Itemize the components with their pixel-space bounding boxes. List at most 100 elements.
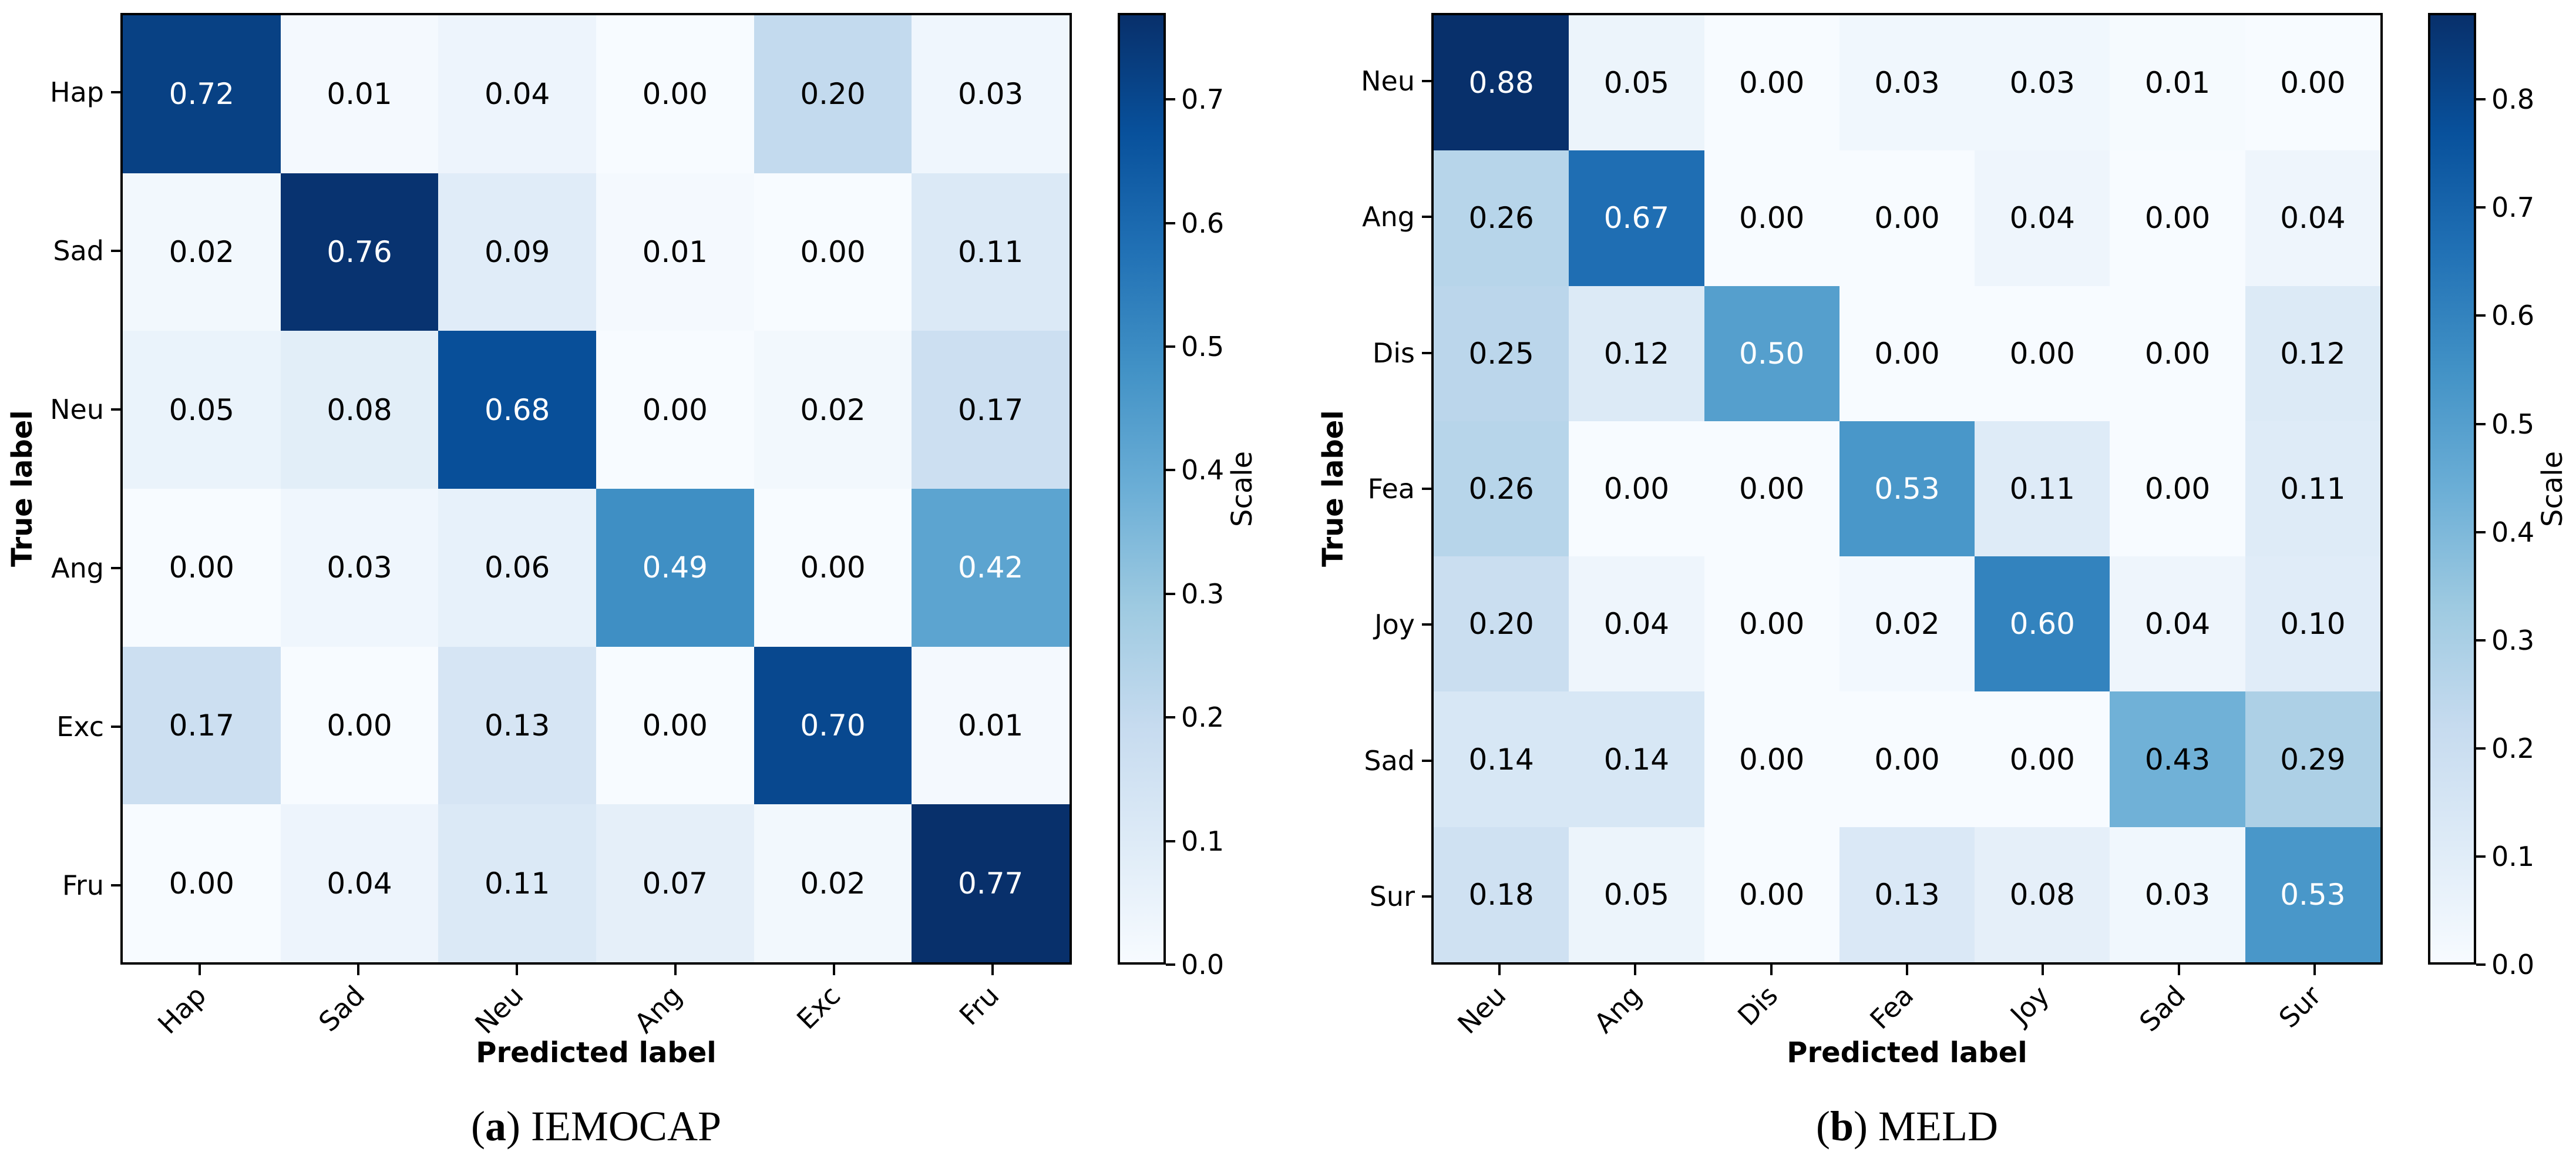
x-axis-tick (991, 965, 994, 975)
panel-caption: (b) MELD (1431, 1103, 2383, 1150)
x-axis-label: Predicted label (1787, 1036, 2027, 1069)
colorbar-tick (1166, 839, 1175, 842)
matrix-cell: 0.00 (596, 331, 754, 489)
matrix-cell: 0.00 (596, 646, 754, 805)
colorbar-tick-label: 0.7 (2491, 192, 2535, 224)
colorbar-tick-label: 0.4 (1181, 454, 1225, 486)
x-axis-tick (1634, 965, 1637, 975)
col-tick-label: Sur (2272, 979, 2328, 1034)
matrix-cell: 0.00 (1839, 691, 1975, 827)
colorbar-tick (2476, 98, 2486, 101)
colorbar-tick-label: 0.1 (2491, 840, 2535, 872)
col-tick-label: Neu (1451, 979, 1512, 1040)
col-tick-label: Neu (469, 979, 530, 1040)
col-tick-label: Hap (152, 979, 213, 1040)
matrix-cell: 0.02 (1839, 556, 1975, 692)
matrix-cell: 0.53 (1839, 421, 1975, 557)
caption-marker-letter: a (485, 1103, 506, 1150)
matrix-cell: 0.00 (1975, 286, 2110, 421)
matrix-cell: 0.00 (280, 646, 439, 805)
colorbar-tick-label: 0.2 (2491, 732, 2535, 764)
col-tick-label: Fea (1864, 979, 1920, 1036)
row-tick-label: Ang (51, 552, 104, 584)
colorbar-tick (2476, 314, 2486, 317)
matrix-cell: 0.01 (912, 646, 1070, 805)
caption-marker-suffix: ) (1854, 1103, 1868, 1150)
x-axis-tick (2042, 965, 2044, 975)
matrix-cell: 0.13 (438, 646, 596, 805)
matrix-cell: 0.09 (438, 173, 596, 331)
matrix-cell: 0.00 (1839, 150, 1975, 286)
row-tick-label: Exc (56, 711, 104, 743)
matrix-cell: 0.04 (438, 15, 596, 173)
matrix-cell: 0.08 (280, 331, 439, 489)
y-axis-tick (111, 567, 120, 569)
matrix-cell: 0.11 (438, 804, 596, 962)
col-tick-label: Dis (1731, 979, 1784, 1032)
matrix-cell: 0.00 (1704, 421, 1839, 557)
col-tick-label: Joy (2004, 979, 2056, 1031)
matrix-cell: 0.00 (1569, 421, 1704, 557)
matrix-cell: 0.42 (912, 488, 1070, 647)
y-axis-tick (111, 884, 120, 886)
colorbar-tick (1166, 716, 1175, 719)
matrix-cell: 0.03 (912, 15, 1070, 173)
x-axis-tick (199, 965, 201, 975)
matrix-cell: 0.77 (912, 804, 1070, 962)
x-axis-label: Predicted label (476, 1036, 717, 1069)
matrix-cell: 0.14 (1434, 691, 1569, 827)
colorbar-tick (1166, 345, 1175, 348)
matrix-cell: 0.17 (912, 331, 1070, 489)
matrix-cell: 0.43 (2110, 691, 2245, 827)
colorbar (2428, 13, 2476, 965)
matrix-cell: 0.05 (123, 331, 281, 489)
matrix-cell: 0.11 (2245, 421, 2380, 557)
colorbar-tick-label: 0.4 (2491, 516, 2535, 548)
matrix-cell: 0.05 (1569, 15, 1704, 151)
x-axis-tick (1498, 965, 1501, 975)
caption-marker-letter: b (1830, 1103, 1854, 1150)
matrix-cell: 0.00 (123, 804, 281, 962)
x-axis-tick (833, 965, 835, 975)
matrix-cell: 0.04 (2110, 556, 2245, 692)
colorbar-tick-label: 0.3 (2491, 624, 2535, 656)
y-axis-tick (1422, 759, 1431, 762)
y-axis-tick (1422, 895, 1431, 898)
matrix-cell: 0.00 (1704, 556, 1839, 692)
y-axis-tick (111, 408, 120, 411)
matrix-cell: 0.00 (1704, 15, 1839, 151)
caption-title: IEMOCAP (530, 1103, 721, 1150)
caption-title: MELD (1878, 1103, 1998, 1150)
matrix-cell: 0.01 (280, 15, 439, 173)
y-axis-tick (1422, 216, 1431, 219)
matrix-cell: 0.00 (1704, 150, 1839, 286)
colorbar-tick-label: 0.6 (2491, 300, 2535, 332)
matrix-cell: 0.53 (2245, 827, 2380, 962)
matrix-cell: 0.25 (1434, 286, 1569, 421)
colorbar (1118, 13, 1166, 965)
matrix-cell: 0.68 (438, 331, 596, 489)
matrix-cell: 0.17 (123, 646, 281, 805)
matrix-cell: 0.50 (1704, 286, 1839, 421)
colorbar-tick (1166, 963, 1175, 966)
colorbar-tick (2476, 422, 2486, 425)
colorbar-tick-label: 0.5 (1181, 331, 1225, 363)
matrix-cell: 0.00 (596, 15, 754, 173)
colorbar-tick-label: 0.5 (2491, 408, 2535, 440)
matrix-cell: 0.01 (2110, 15, 2245, 151)
row-tick-label: Neu (1361, 65, 1415, 97)
matrix-cell: 0.20 (754, 15, 912, 173)
matrix-cell: 0.10 (2245, 556, 2380, 692)
x-axis-tick (357, 965, 359, 975)
x-axis-tick (1906, 965, 1908, 975)
colorbar-tick (2476, 530, 2486, 533)
col-tick-label: Exc (791, 979, 847, 1036)
y-axis-label: True label (1317, 410, 1350, 567)
col-tick-label: Ang (628, 979, 688, 1039)
matrix-cell: 0.03 (1839, 15, 1975, 151)
y-axis-tick (111, 91, 120, 93)
matrix-cell: 0.03 (280, 488, 439, 647)
matrix-cell: 0.60 (1975, 556, 2110, 692)
colorbar-tick-label: 0.7 (1181, 83, 1225, 116)
matrix-cell: 0.72 (123, 15, 281, 173)
